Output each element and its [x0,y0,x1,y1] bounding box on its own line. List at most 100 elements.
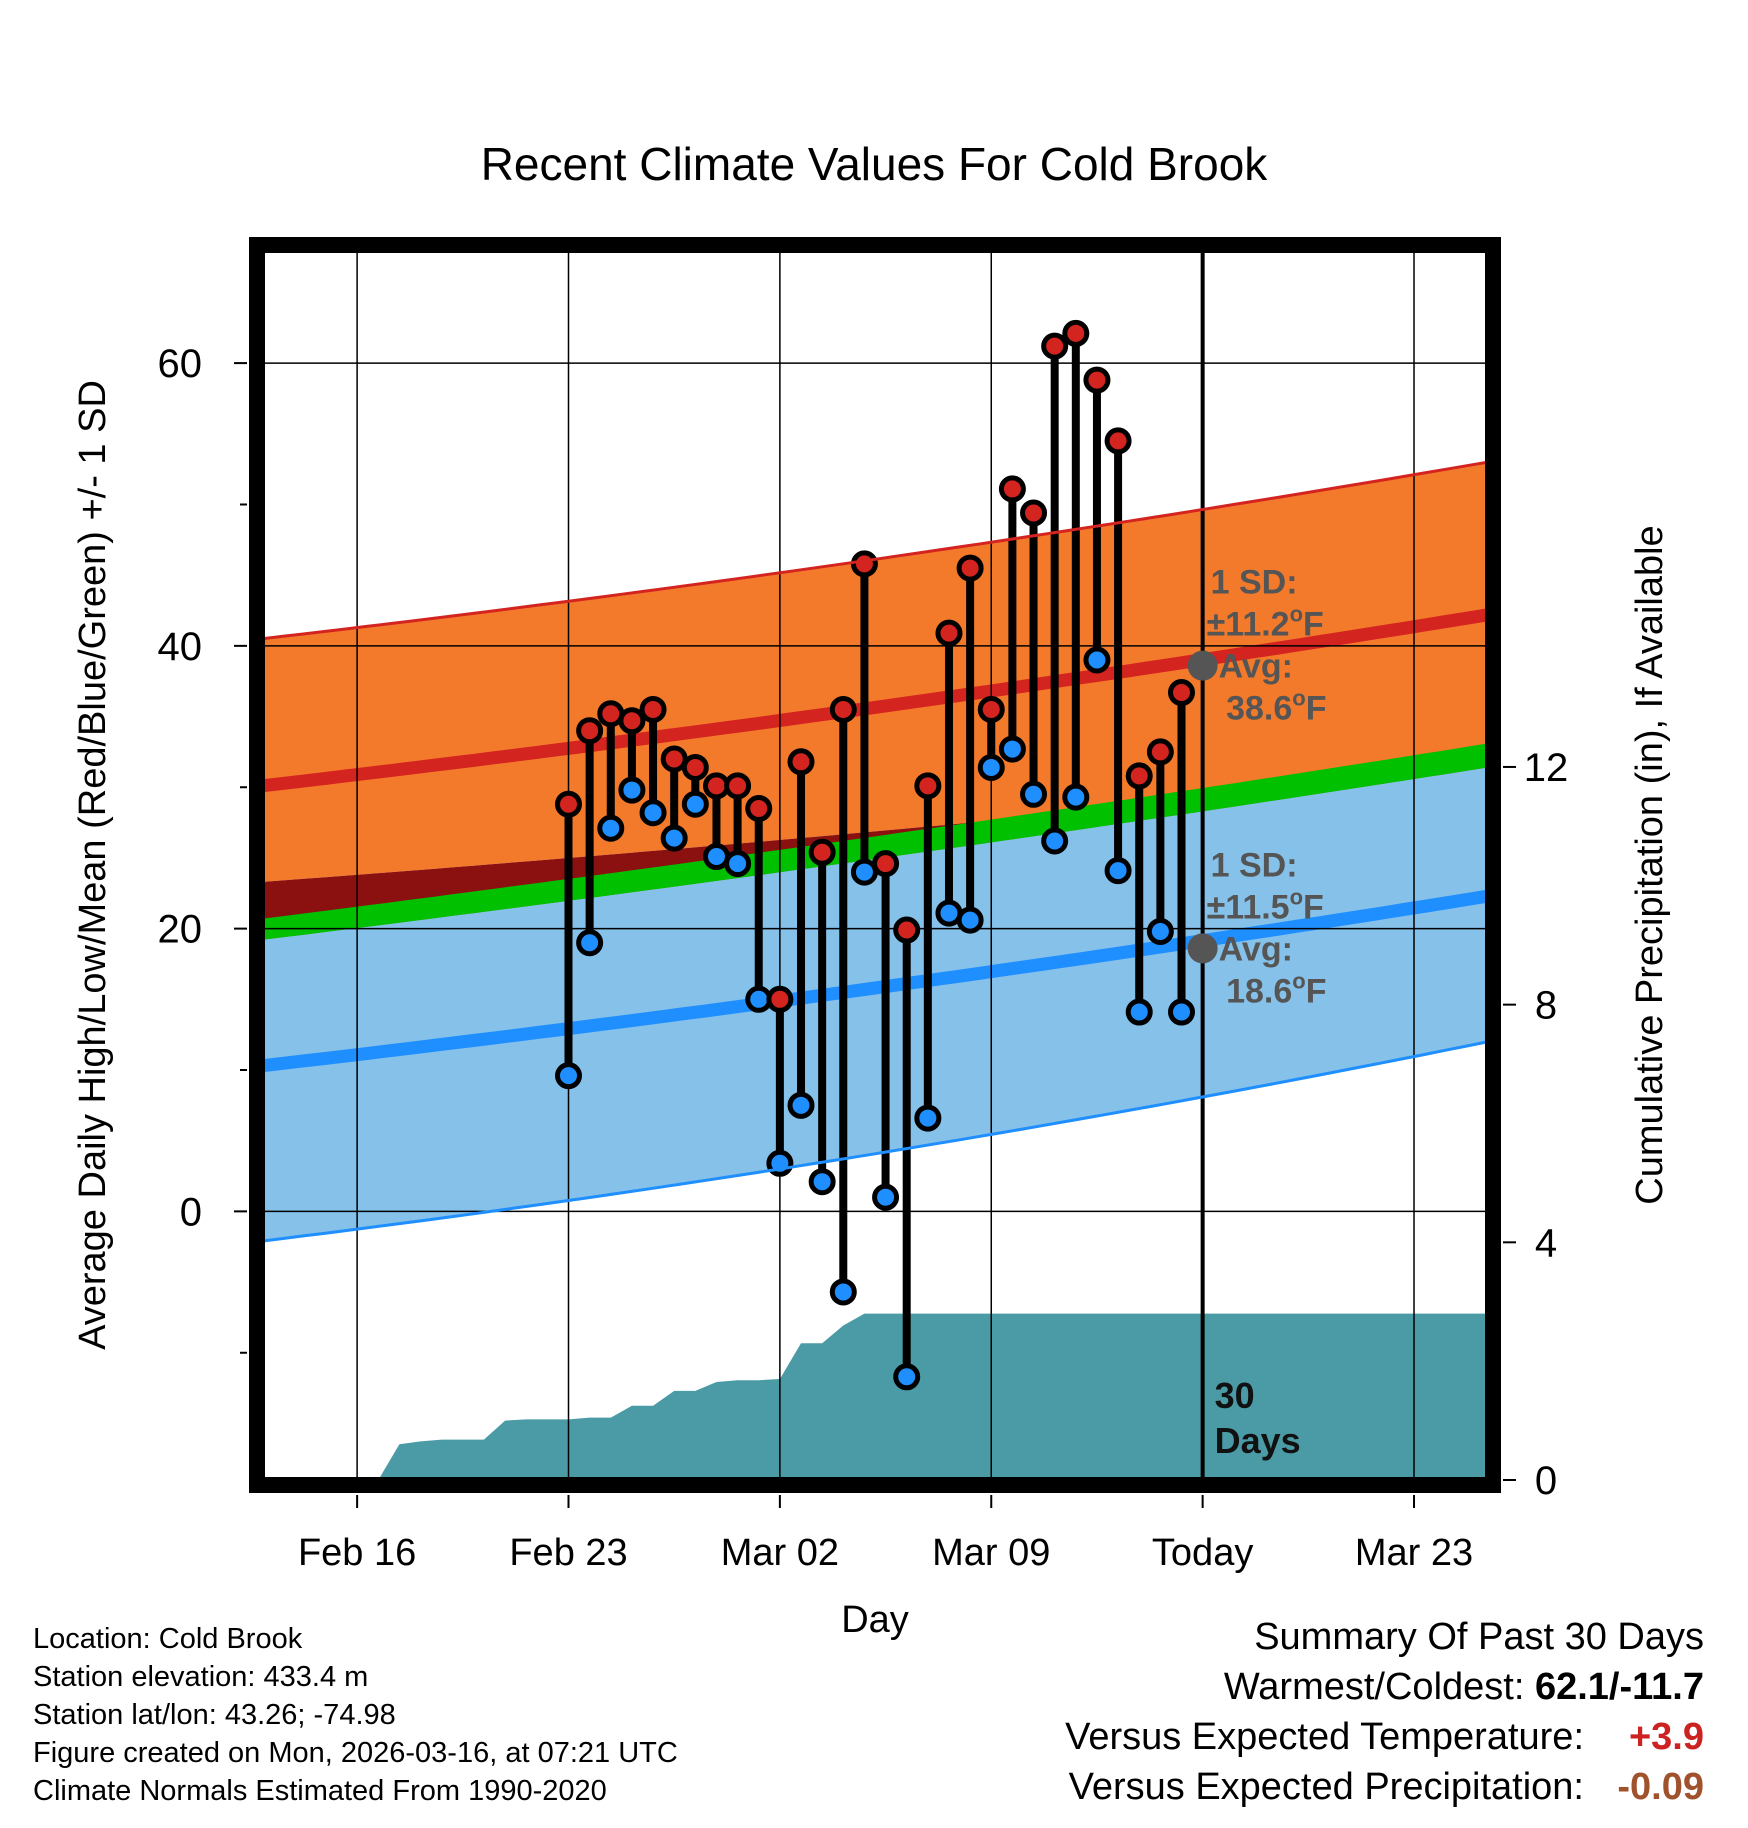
summary-panel: Summary Of Past 30 Days Warmest/Coldest:… [1065,1612,1704,1812]
daily-low-point [1125,998,1153,1026]
daily-low-point [872,1183,900,1211]
daily-range [977,695,1005,781]
y-tick-label: 0 [180,1190,202,1234]
y-axis-right-label: Cumulative Precipitation (in), If Availa… [1629,525,1671,1204]
daily-range [1168,679,1195,1026]
high-sd-value: ±11.2oF [1207,602,1324,644]
plot-frame [249,237,1501,1493]
daily-high-point [850,550,878,578]
high-avg-marker [1187,650,1218,681]
high-unit: F [1303,606,1324,644]
low-avg-label: Avg: [1219,930,1293,968]
daily-high-point [829,695,857,723]
daily-high-point [681,753,709,781]
prcp-value: -0.09 [1617,1766,1704,1808]
high-avg-unit: F [1306,690,1327,728]
station-info: Location: Cold Brook Station elevation: … [33,1620,678,1810]
x-axis-label: Day [841,1599,909,1641]
daily-range [1104,427,1132,885]
daily-range [829,695,857,1306]
high-sd-number: ±11.2 [1207,606,1290,644]
y-right-tick-label: 8 [1535,984,1557,1028]
daily-range [618,707,646,804]
high-avg-number: 38.6 [1217,690,1293,728]
daily-high-point [745,794,773,822]
daily-range [935,619,963,927]
low-sd-lower-edge [262,1040,1488,1243]
daily-range [1041,332,1069,855]
plot-area [262,250,1488,1480]
daily-bars [555,319,1195,1391]
daily-range [808,838,836,1196]
grid-lines [262,250,1488,1480]
daily-high-point [1083,366,1111,394]
warmest-row: Warmest/Coldest: 62.1/-11.7 [1065,1662,1704,1712]
daily-high-point [935,619,963,647]
y-right-tick-label: 0 [1535,1459,1557,1503]
low-avg-number: 18.6 [1217,972,1293,1010]
low-unit: F [1303,888,1324,926]
low-sd-label: 1 SD: [1211,846,1298,884]
daily-low-point [724,850,752,878]
warmest-label: Warmest/Coldest: [1223,1666,1535,1708]
low-sd-number: ±11.5 [1207,888,1290,926]
daily-low-point [787,1091,815,1119]
daily-range [998,475,1026,763]
y-tick-label: 20 [158,908,203,952]
daily-range [914,772,942,1132]
y-tick-label: 40 [158,625,203,669]
daily-high-point [914,772,942,800]
x-tick-label: Mar 23 [1355,1532,1473,1574]
high-avg-value: 38.6oF [1217,686,1327,728]
daily-low-point [893,1363,921,1391]
daily-high-point [618,707,646,735]
high-sd-label: 1 SD: [1211,564,1298,602]
daily-range [1146,738,1174,945]
daily-low-point [977,753,1005,781]
today-days-number: 30 [1215,1375,1255,1416]
daily-high-point [1020,499,1048,527]
daily-high-point [808,838,836,866]
x-tick-label: Feb 16 [298,1532,416,1574]
daily-low-point [597,814,625,842]
daily-range [787,748,815,1119]
daily-range [956,554,984,934]
annotations: 1 SD: ±11.2oF Avg: 38.6oF 1 SD: ±11.5oF … [1187,564,1327,1461]
precip-area [272,1313,1488,1480]
daily-high-point [977,695,1005,723]
daily-low-point [829,1278,857,1306]
daily-high-point [766,985,794,1013]
daily-range [745,794,773,1013]
daily-range [1125,762,1153,1026]
location-text: Location: Cold Brook [33,1623,303,1655]
daily-range [681,753,709,818]
normals-text: Climate Normals Estimated From 1990-2020 [33,1775,607,1807]
daily-low-point [576,929,604,957]
daily-high-point [1041,332,1069,360]
daily-high-point [576,717,604,745]
high-degree-sign: o [1290,602,1303,627]
daily-high-point [1125,762,1153,790]
temp-value: +3.9 [1628,1716,1704,1758]
daily-low-point [956,906,984,934]
daily-range [555,790,582,1090]
daily-low-point [681,790,709,818]
y-tick-label: 60 [158,342,203,386]
daily-low-point [1041,827,1069,855]
prcp-label: Versus Expected Precipitation: [1068,1766,1584,1808]
daily-high-point [787,748,815,776]
daily-high-point [998,475,1026,503]
y-axis-label: Average Daily High/Low/Mean (Red/Blue/Gr… [72,380,114,1350]
temp-row: Versus Expected Temperature: +3.9 [1065,1712,1704,1762]
daily-low-point [1146,917,1174,945]
summary-title: Summary Of Past 30 Days [1254,1616,1704,1658]
high-avg-degree-sign: o [1292,686,1305,711]
high-sd-upper-edge [262,460,1488,641]
daily-range [872,850,900,1211]
daily-high-point [956,554,984,582]
daily-range [724,772,752,878]
daily-range [766,985,794,1177]
chart-title: Recent Climate Values For Cold Brook [481,138,1269,190]
daily-range [639,695,667,827]
